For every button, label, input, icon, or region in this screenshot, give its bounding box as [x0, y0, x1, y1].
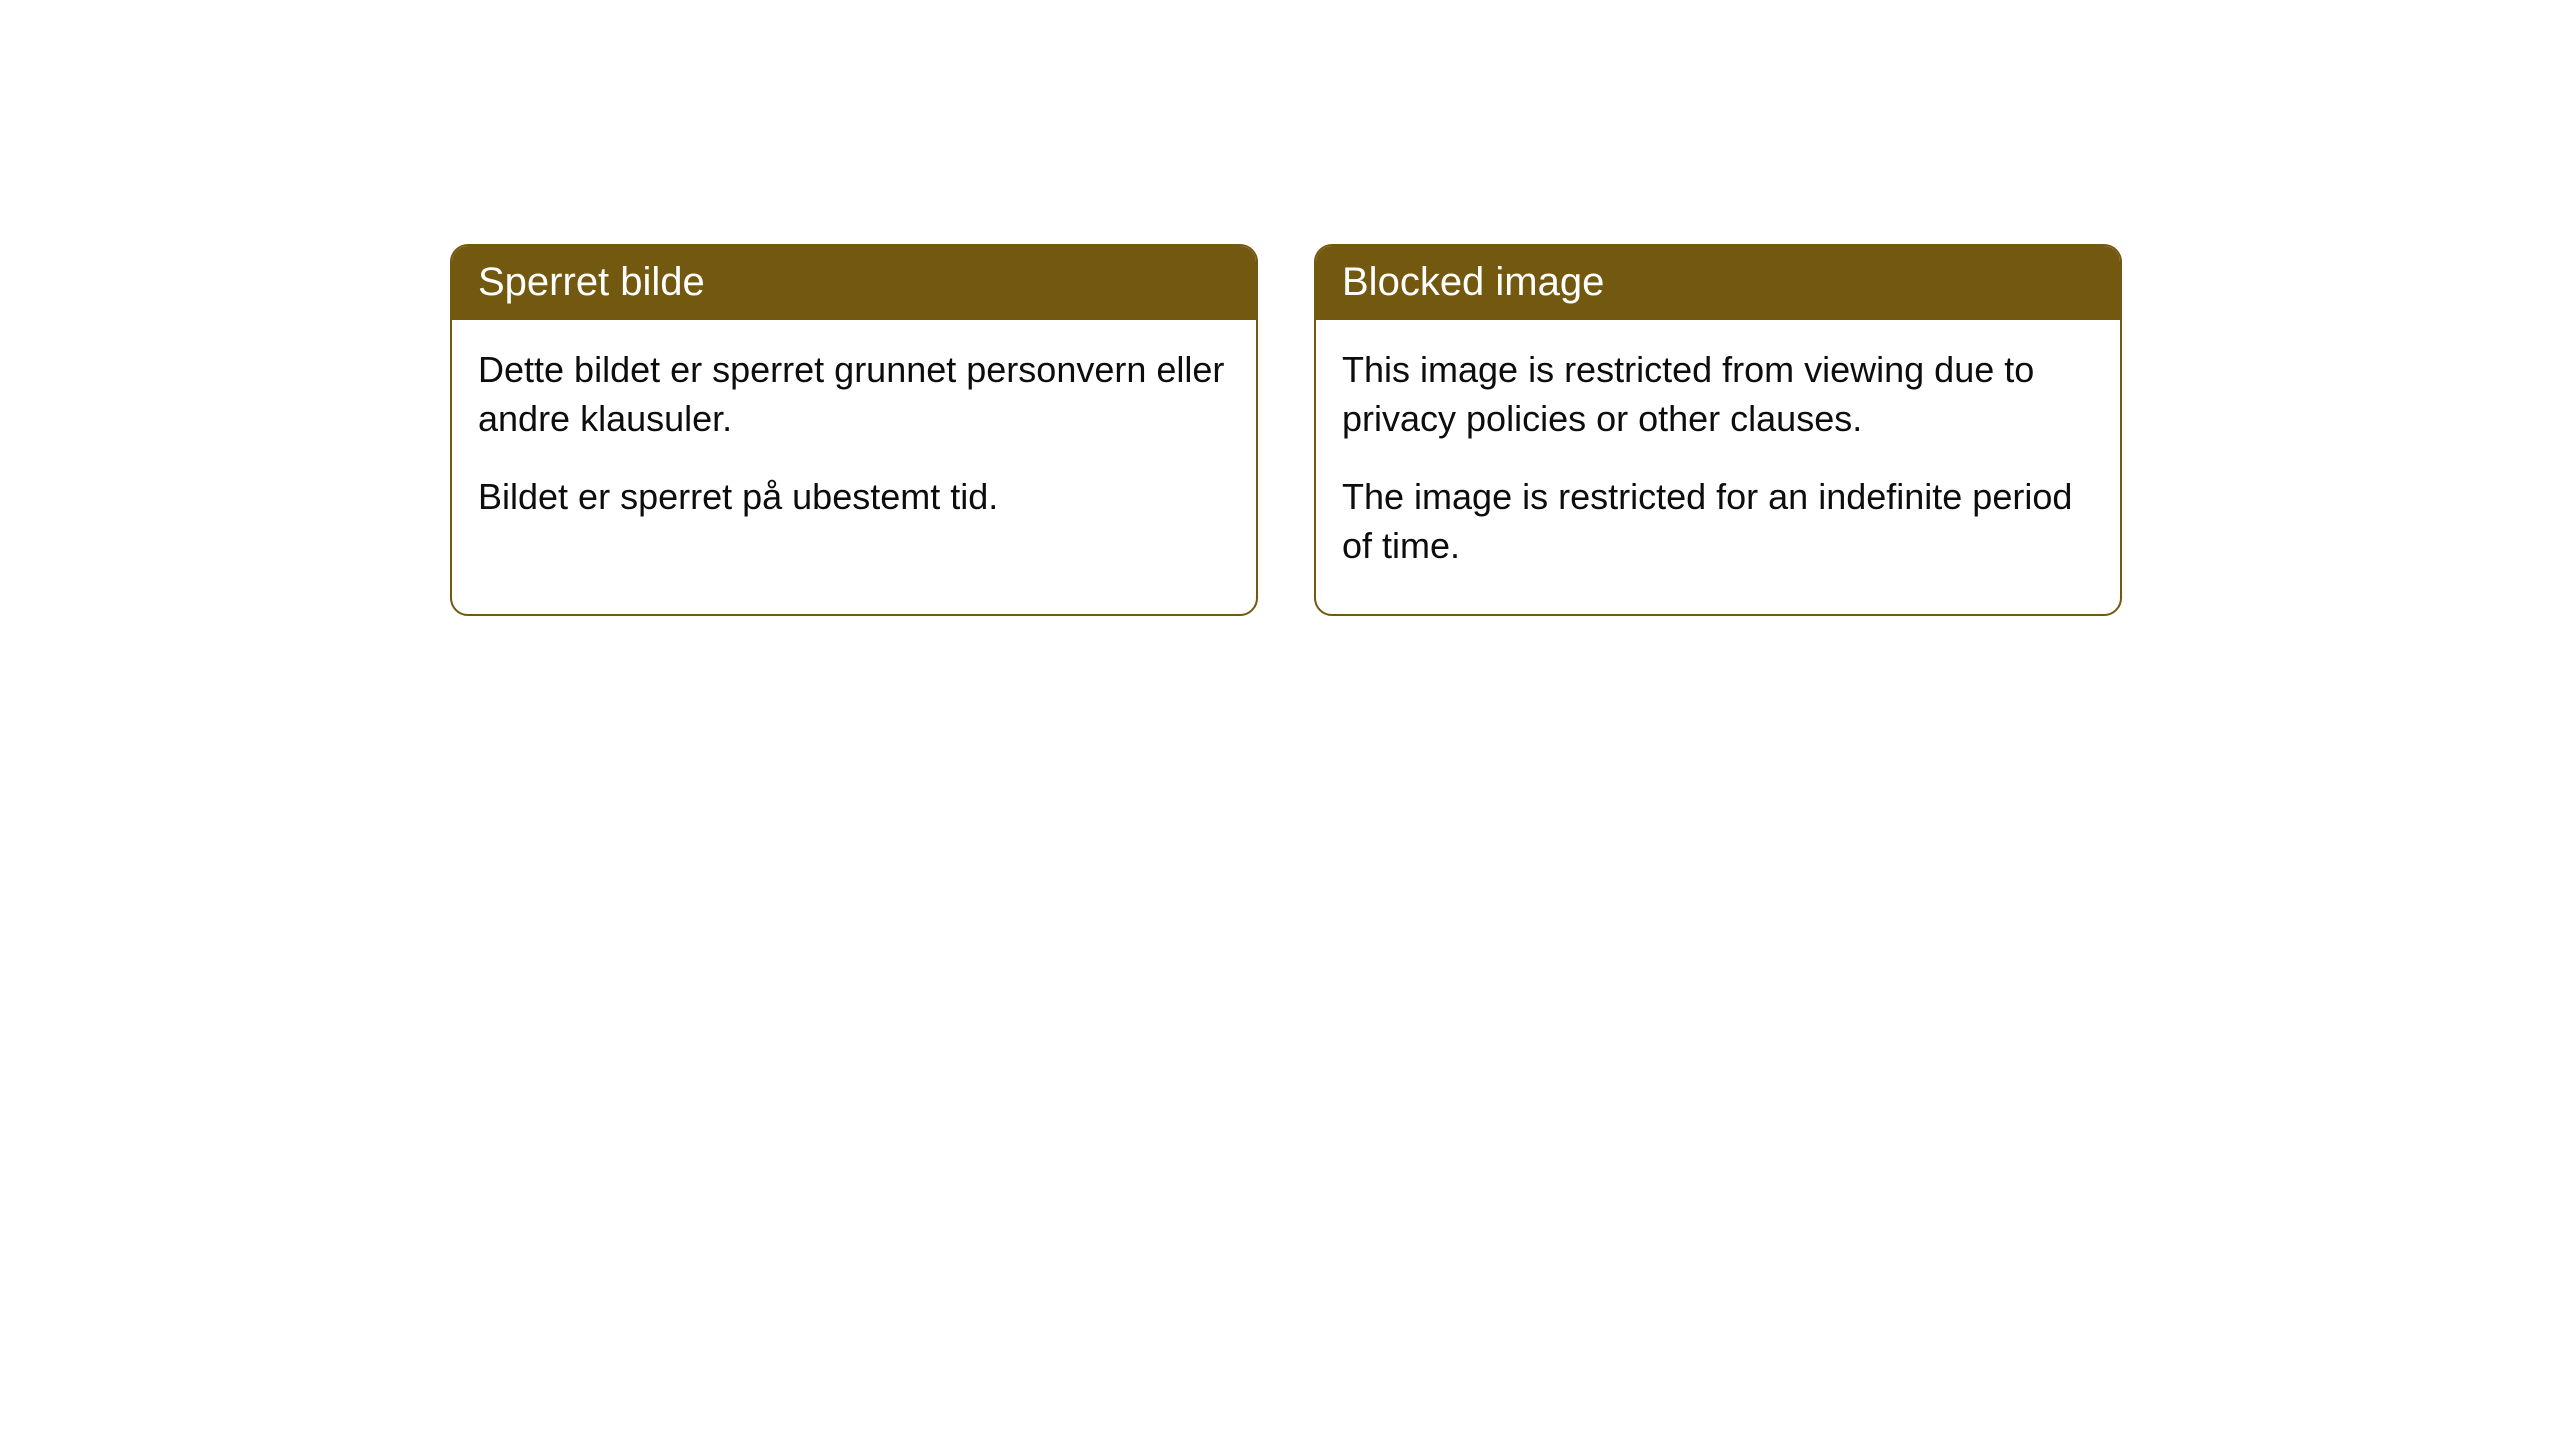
notice-cards-container: Sperret bilde Dette bildet er sperret gr… [450, 244, 2122, 616]
notice-card-paragraph: The image is restricted for an indefinit… [1342, 473, 2094, 570]
notice-card-paragraph: This image is restricted from viewing du… [1342, 346, 2094, 443]
notice-card-paragraph: Dette bildet er sperret grunnet personve… [478, 346, 1230, 443]
notice-card-paragraph: Bildet er sperret på ubestemt tid. [478, 473, 1230, 522]
notice-card-title-en: Blocked image [1316, 246, 2120, 320]
notice-card-no: Sperret bilde Dette bildet er sperret gr… [450, 244, 1258, 616]
notice-card-title-no: Sperret bilde [452, 246, 1256, 320]
notice-card-en: Blocked image This image is restricted f… [1314, 244, 2122, 616]
notice-card-body-no: Dette bildet er sperret grunnet personve… [452, 320, 1256, 566]
notice-card-body-en: This image is restricted from viewing du… [1316, 320, 2120, 614]
